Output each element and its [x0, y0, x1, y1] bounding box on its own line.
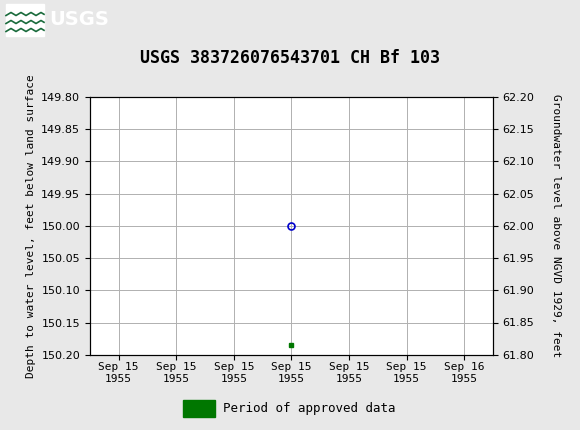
Bar	[183, 400, 215, 417]
Text: Period of approved data: Period of approved data	[223, 402, 396, 415]
Y-axis label: Groundwater level above NGVD 1929, feet: Groundwater level above NGVD 1929, feet	[551, 94, 561, 357]
Text: USGS: USGS	[49, 10, 109, 30]
Text: USGS 383726076543701 CH Bf 103: USGS 383726076543701 CH Bf 103	[140, 49, 440, 67]
Y-axis label: Depth to water level, feet below land surface: Depth to water level, feet below land su…	[26, 74, 35, 378]
Bar	[6, 4, 44, 36]
